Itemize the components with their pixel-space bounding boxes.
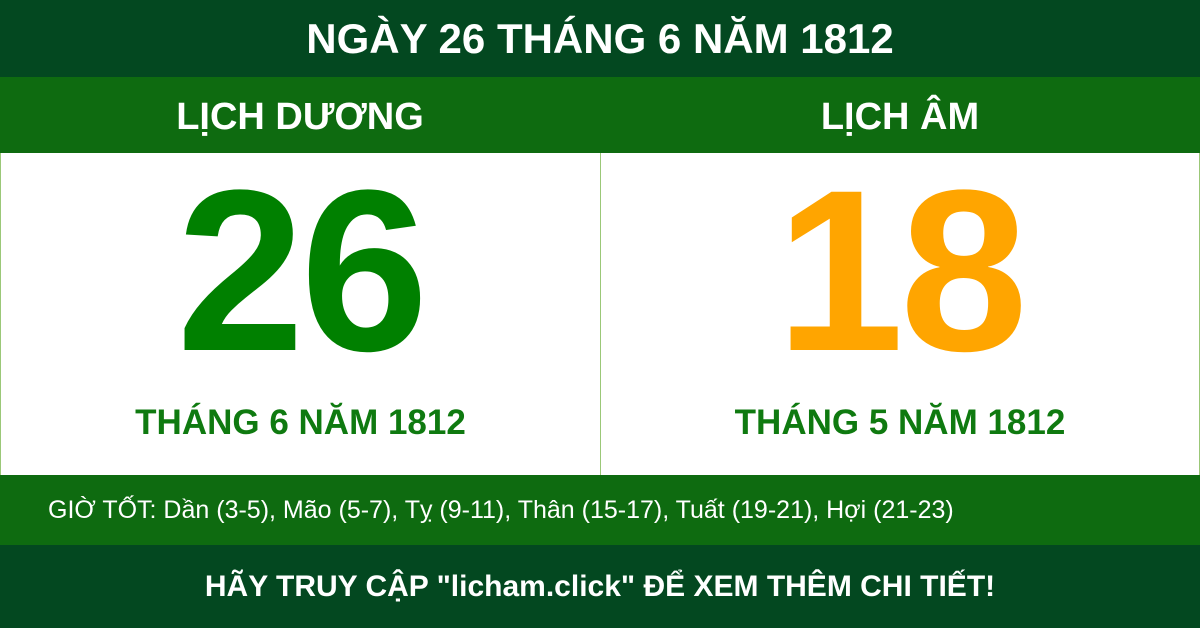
solar-calendar-label: LỊCH DƯƠNG	[176, 96, 424, 138]
lunar-month-year: THÁNG 5 NĂM 1812	[734, 403, 1066, 442]
solar-month-year: THÁNG 6 NĂM 1812	[135, 403, 466, 442]
footer-cta: HÃY TRUY CẬP "licham.click" ĐỂ XEM THÊM …	[0, 545, 1200, 628]
calendar-headers: LỊCH DƯƠNG LỊCH ÂM	[0, 77, 1200, 153]
lunar-day: 18	[776, 153, 1028, 388]
page-title: NGÀY 26 THÁNG 6 NĂM 1812	[0, 0, 1200, 77]
good-hours: GIỜ TỐT: Dần (3-5), Mão (5-7), Tỵ (9-11)…	[0, 475, 1200, 545]
lunar-calendar-label: LỊCH ÂM	[820, 96, 980, 138]
solar-panel: 26 THÁNG 6 NĂM 1812	[0, 153, 600, 475]
lunar-panel: 18 THÁNG 5 NĂM 1812	[600, 153, 1200, 475]
solar-day: 26	[176, 153, 429, 388]
